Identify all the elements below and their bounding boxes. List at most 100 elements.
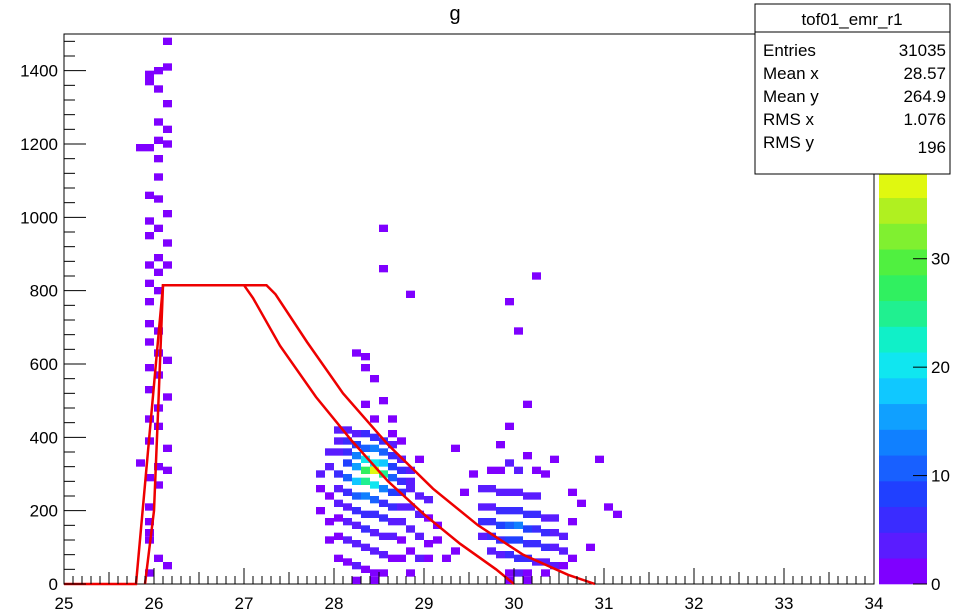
heatmap-bin [154, 118, 163, 126]
heatmap-bin [568, 518, 577, 526]
y-tick-label: 1400 [20, 62, 58, 81]
heatmap-bin [154, 136, 163, 144]
palette-swatch [879, 403, 927, 430]
heatmap-bin [487, 503, 496, 511]
x-tick-label: 30 [505, 594, 524, 613]
heatmap-bin [550, 562, 559, 570]
heatmap-bin [505, 422, 514, 430]
y-tick-label: 800 [30, 282, 58, 301]
heatmap-bin [352, 521, 361, 529]
heatmap-bin [406, 569, 415, 577]
chart-title: g [449, 3, 460, 25]
heatmap-bin [361, 444, 370, 452]
heatmap-bin [415, 532, 424, 540]
heatmap-bin [154, 268, 163, 276]
color-palette: 0 10 20 30 [879, 172, 950, 594]
heatmap-bin [379, 532, 388, 540]
heatmap-bin [352, 349, 361, 357]
palette-tick-label: 20 [931, 358, 950, 377]
heatmap-bin [361, 510, 370, 518]
heatmap-bin [568, 488, 577, 496]
stats-box: tof01_emr_r1 Entries 31035 Mean x 28.57 Mean… [754, 3, 951, 175]
y-tick-label: 1200 [20, 135, 58, 154]
stats-row-label: Entries [763, 41, 816, 60]
cut-curve [64, 283, 515, 586]
heatmap-bin [145, 144, 154, 152]
heatmap-bin [559, 562, 568, 570]
heatmap-bin [523, 492, 532, 500]
heatmap-bin [154, 155, 163, 163]
heatmap-bin [370, 433, 379, 441]
heatmap-bin [388, 532, 397, 540]
heatmap-bin [316, 507, 325, 515]
heatmap-bin [325, 492, 334, 500]
heatmap-bin [334, 448, 343, 456]
palette-swatch [879, 197, 927, 224]
heatmap-bin [145, 217, 154, 225]
heatmap-bin [334, 499, 343, 507]
heatmap-bin [532, 510, 541, 518]
heatmap-bin [352, 576, 361, 584]
heatmap-bin [478, 503, 487, 511]
heatmap-bin [154, 67, 163, 75]
heatmap-bin [154, 463, 163, 471]
heatmap-bin [478, 532, 487, 540]
heatmap-bin [154, 254, 163, 262]
heatmap-bin [505, 298, 514, 306]
palette-swatch [879, 506, 927, 533]
heatmap-bin [406, 525, 415, 533]
cut-curves [64, 283, 596, 586]
palette-tick-label: 10 [931, 467, 950, 486]
heatmap-bin [163, 562, 172, 570]
heatmap-bin [361, 543, 370, 551]
heatmap-bin [343, 459, 352, 467]
heatmap-bin [361, 364, 370, 372]
heatmap-bin [550, 529, 559, 537]
y-tick-label: 600 [30, 355, 58, 374]
heatmap-bin [370, 547, 379, 555]
heatmap-bin [397, 518, 406, 526]
heatmap-bin [352, 452, 361, 460]
heatmap-bin [424, 540, 433, 548]
heatmap-bin [496, 488, 505, 496]
stats-row-label: RMS y [763, 133, 815, 152]
heatmap-bin [316, 470, 325, 478]
heatmap-bin [514, 521, 523, 529]
heatmap-bin [379, 448, 388, 456]
heatmap-bin [352, 430, 361, 438]
heatmap-bin [523, 569, 532, 577]
heatmap-bin [541, 529, 550, 537]
x-tick-label: 32 [685, 594, 704, 613]
x-tick-label: 26 [145, 594, 164, 613]
heatmap-bin [352, 463, 361, 471]
heatmap-bin [163, 393, 172, 401]
heatmap-bin [379, 470, 388, 478]
palette-swatch [879, 455, 927, 482]
heatmap-bin [163, 210, 172, 218]
heatmap-bin [154, 195, 163, 203]
heatmap-bin [541, 543, 550, 551]
heatmap-bin [379, 514, 388, 522]
heatmap-bin [145, 191, 154, 199]
heatmap-bin [325, 518, 334, 526]
heatmap-bin [379, 569, 388, 577]
heatmap-bin [145, 474, 154, 482]
heatmap-bin [541, 514, 550, 522]
heatmap-bin [559, 547, 568, 555]
heatmap-bin [433, 536, 442, 544]
stats-row-value: 264.9 [903, 87, 946, 106]
heatmap-bin [550, 514, 559, 522]
heatmap-bin [505, 551, 514, 559]
heatmap-bin [154, 481, 163, 489]
heatmap-bin [145, 78, 154, 86]
heatmap-bin [415, 455, 424, 463]
heatmap-bin [568, 554, 577, 562]
heatmap-bin [424, 554, 433, 562]
heatmap-bin [604, 503, 613, 511]
heatmap-bin [397, 477, 406, 485]
heatmap-bin [379, 397, 388, 405]
heatmap-bin [523, 525, 532, 533]
heatmap-bin [505, 459, 514, 467]
heatmap-bin [388, 441, 397, 449]
